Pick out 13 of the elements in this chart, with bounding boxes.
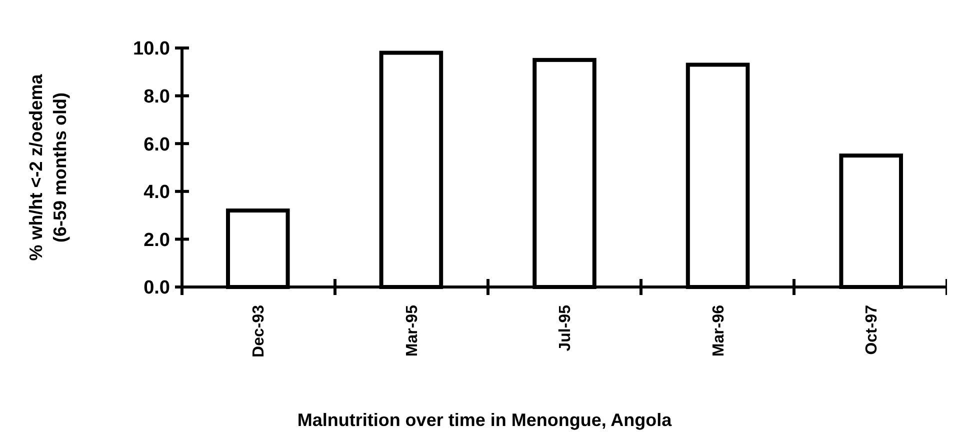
x-tick-label: Dec-93 <box>250 304 268 358</box>
y-tick-label: 6.0 <box>144 134 170 156</box>
text: Malnutrition over time in Menongue, Angola <box>297 410 673 430</box>
y-tick-label: 2.0 <box>144 230 170 251</box>
x-tick-label: Mar-96 <box>710 304 728 357</box>
y-tick-label: 8.0 <box>144 86 170 108</box>
y-tick-label: 10.0 <box>133 38 170 60</box>
x-tick-label: Oct-97 <box>864 304 881 355</box>
x-tick-label: Jul-95 <box>557 304 574 352</box>
x-tick-label: Mar-95 <box>404 304 421 357</box>
y-tick-label: 4.0 <box>144 182 170 204</box>
y-axis-title: % wh/ht <-2 z/oedema (6-59 months old) <box>26 73 70 261</box>
y-tick-label: 0.0 <box>144 278 170 299</box>
